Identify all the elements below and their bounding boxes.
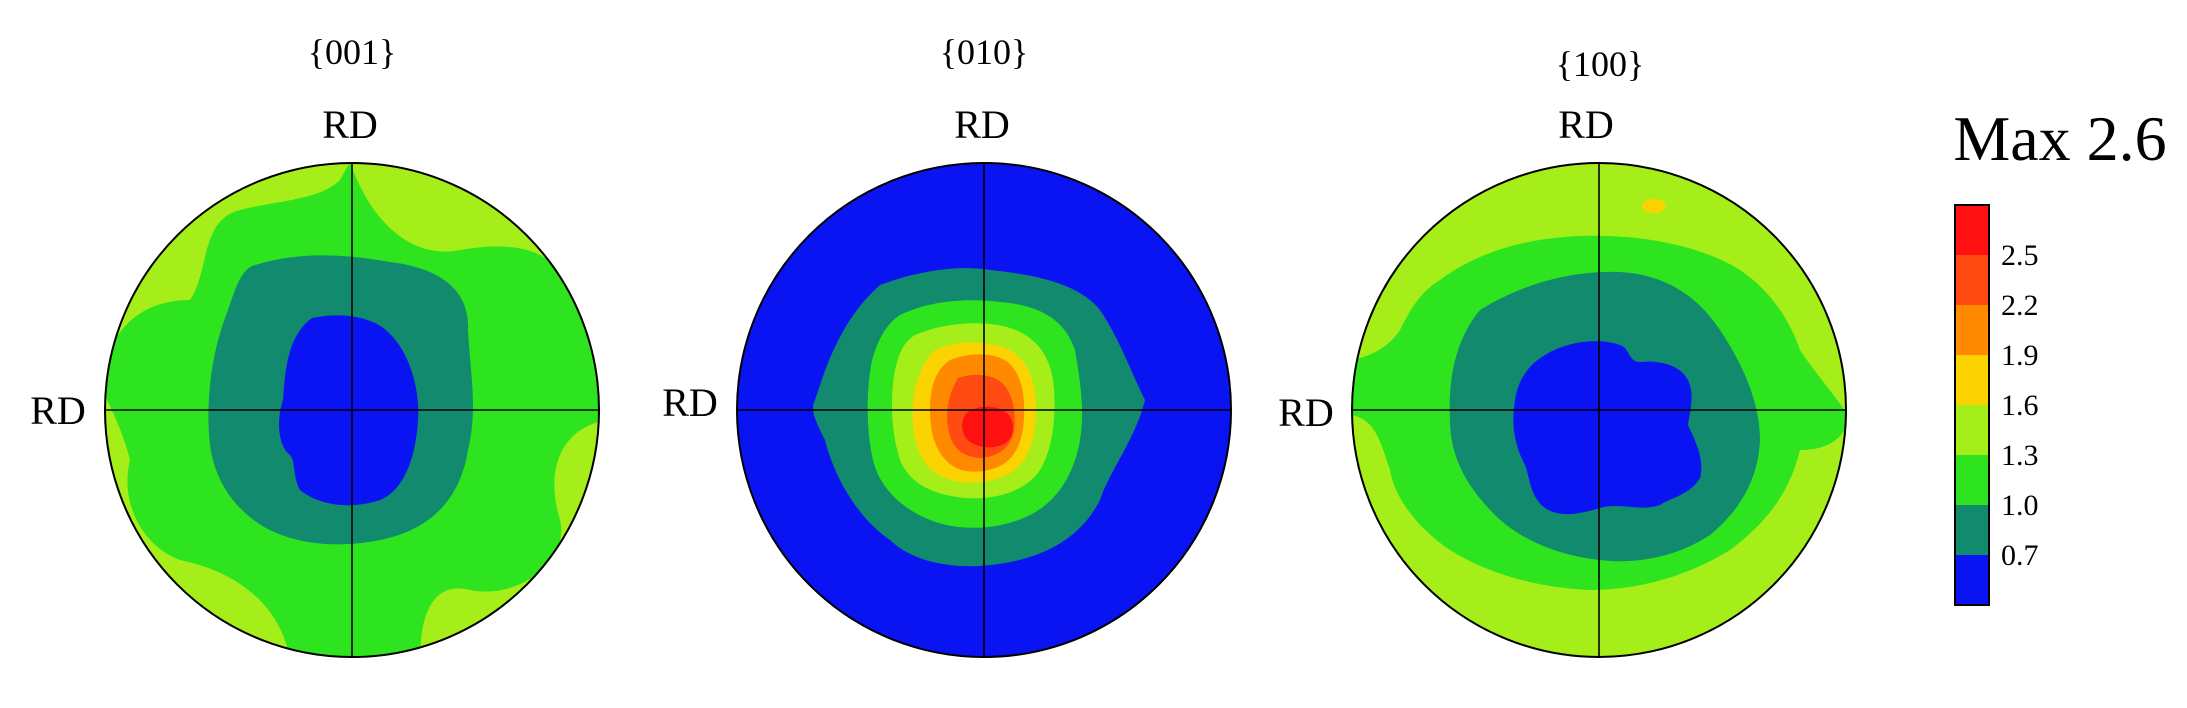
legend-max-label: Max 2.6: [1953, 103, 2166, 174]
legend-swatch: [1955, 505, 1989, 555]
legend-level-label: 1.3: [2001, 439, 2039, 472]
contour-level-0-7: [1513, 341, 1702, 515]
top-axis-label: RD: [1558, 102, 1614, 147]
legend-frame: [1954, 204, 1990, 606]
left-axis-label: RD: [662, 380, 718, 425]
legend-swatch: [1955, 305, 1989, 355]
legend-level-label: 0.7: [2001, 539, 2039, 572]
top-axis-label: RD: [954, 102, 1010, 147]
figure-title: {100}: [1556, 44, 1645, 84]
top-axis-label: RD: [322, 102, 378, 147]
legend-swatch: [1955, 455, 1989, 505]
legend-swatch: [1955, 355, 1989, 405]
left-axis-label: RD: [30, 388, 86, 433]
pole-figure-100: {100} RD RD: [1278, 44, 1847, 658]
color-legend: Max 2.6 2.5 2.2 1.9 1.6 1.3 1.0 0.7: [1953, 103, 2167, 606]
contour-level-max: [962, 406, 1013, 448]
legend-swatch: [1955, 205, 1989, 255]
legend-swatch: [1955, 405, 1989, 455]
contour-level-1-9-spot: [1642, 199, 1666, 213]
legend-swatches: 2.5 2.2 1.9 1.6 1.3 1.0 0.7: [1954, 204, 2039, 606]
legend-level-label: 1.9: [2001, 339, 2039, 372]
pole-figure-010: {010} RD RD: [662, 32, 1232, 658]
figure-title: {001}: [308, 32, 397, 72]
legend-swatch: [1955, 255, 1989, 305]
pole-figure-001: {001} RD RD: [30, 32, 600, 658]
figure-title: {010}: [940, 32, 1029, 72]
left-axis-label: RD: [1278, 390, 1334, 435]
legend-level-label: 1.0: [2001, 489, 2039, 522]
legend-level-label: 2.2: [2001, 289, 2039, 322]
legend-swatch: [1955, 555, 1989, 605]
legend-level-label: 2.5: [2001, 239, 2039, 272]
legend-level-label: 1.6: [2001, 389, 2039, 422]
